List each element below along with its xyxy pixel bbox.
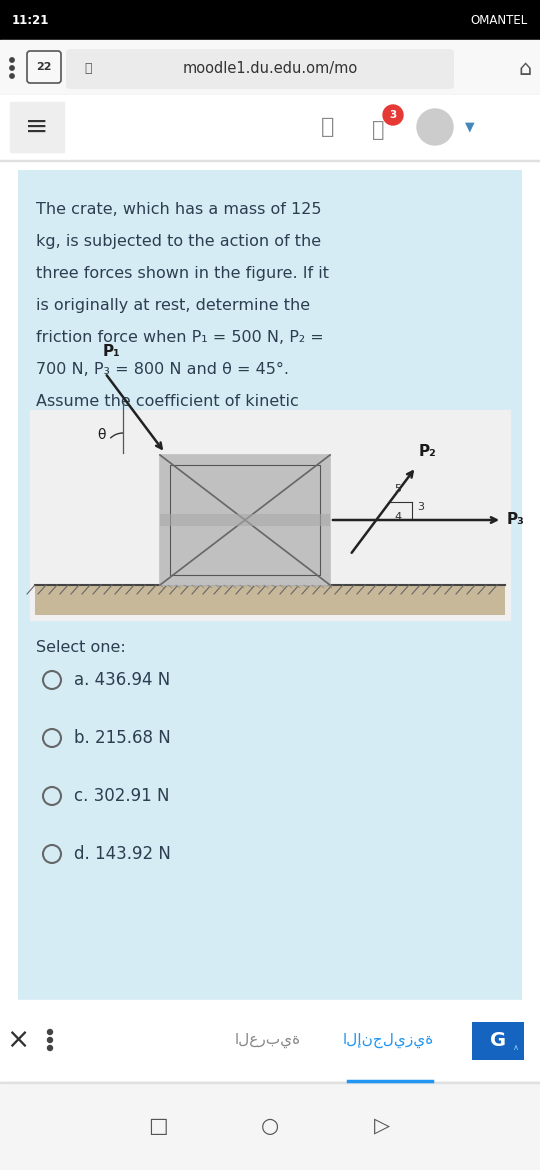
Text: 🔔: 🔔 — [321, 117, 335, 137]
Text: θ: θ — [97, 428, 105, 442]
Circle shape — [10, 74, 14, 78]
Text: ×: × — [6, 1026, 30, 1054]
Text: 3: 3 — [389, 110, 396, 121]
Bar — [170, 464, 320, 574]
Bar — [0, 0, 540, 40]
Text: friction between the crate and the: friction between the crate and the — [36, 426, 312, 441]
Bar — [18, 170, 522, 1000]
Circle shape — [10, 66, 14, 70]
Text: 700 N, P₃ = 800 N and θ = 45°.: 700 N, P₃ = 800 N and θ = 45°. — [36, 362, 289, 377]
Text: The crate, which has a mass of 125: The crate, which has a mass of 125 — [36, 202, 321, 216]
Text: ≡: ≡ — [25, 113, 49, 142]
Text: 💬: 💬 — [372, 121, 384, 140]
Bar — [0, 160, 540, 1110]
Bar — [472, 1023, 524, 1060]
Text: العربية: العربية — [235, 1032, 301, 1047]
Text: 🔒: 🔒 — [84, 62, 92, 76]
Text: a. 436.94 N: a. 436.94 N — [74, 672, 170, 689]
Bar — [160, 455, 330, 585]
Bar — [35, 585, 505, 615]
Bar — [10, 102, 64, 152]
Bar — [0, 1000, 540, 1082]
Text: d. 143.92 N: d. 143.92 N — [74, 845, 171, 863]
Text: is originally at rest, determine the: is originally at rest, determine the — [36, 298, 310, 314]
Text: 11:21: 11:21 — [12, 14, 49, 27]
Circle shape — [417, 109, 453, 145]
Bar — [160, 514, 330, 526]
Text: ∧: ∧ — [513, 1044, 519, 1053]
Circle shape — [48, 1030, 52, 1034]
Text: Select one:: Select one: — [36, 640, 126, 655]
Text: surface is μk = 0.40.: surface is μk = 0.40. — [36, 457, 202, 473]
Text: 4: 4 — [394, 512, 401, 522]
Text: moodle1.du.edu.om/mo: moodle1.du.edu.om/mo — [183, 62, 357, 76]
FancyBboxPatch shape — [27, 51, 61, 83]
Text: 3: 3 — [417, 502, 424, 512]
Text: b. 215.68 N: b. 215.68 N — [74, 729, 171, 746]
Text: friction force when P₁ = 500 N, P₂ =: friction force when P₁ = 500 N, P₂ = — [36, 330, 324, 345]
Text: three forces shown in the figure. If it: three forces shown in the figure. If it — [36, 266, 329, 281]
Text: OMANTEL: OMANTEL — [471, 14, 528, 27]
FancyBboxPatch shape — [66, 49, 454, 89]
Bar — [0, 40, 540, 95]
Text: P₃: P₃ — [507, 512, 525, 528]
Text: P₁: P₁ — [103, 344, 121, 359]
Circle shape — [48, 1046, 52, 1051]
Circle shape — [10, 57, 14, 62]
Bar — [0, 1082, 540, 1170]
Text: الإنجليزية: الإنجليزية — [342, 1032, 434, 1047]
Circle shape — [48, 1038, 52, 1042]
Bar — [30, 410, 510, 620]
Text: □: □ — [148, 1116, 168, 1136]
Text: G: G — [490, 1032, 506, 1051]
Text: ⌂: ⌂ — [518, 58, 531, 80]
Text: ▼: ▼ — [465, 121, 475, 133]
Text: ○: ○ — [261, 1116, 279, 1136]
Text: Assume the coefficient of kinetic: Assume the coefficient of kinetic — [36, 394, 299, 409]
Text: 22: 22 — [36, 62, 52, 73]
Text: 5: 5 — [394, 484, 401, 494]
Text: P₂: P₂ — [419, 443, 437, 459]
Bar — [0, 95, 540, 160]
Text: ▷: ▷ — [374, 1116, 390, 1136]
Text: kg, is subjected to the action of the: kg, is subjected to the action of the — [36, 234, 321, 249]
Circle shape — [383, 105, 403, 125]
Text: c. 302.91 N: c. 302.91 N — [74, 787, 170, 805]
